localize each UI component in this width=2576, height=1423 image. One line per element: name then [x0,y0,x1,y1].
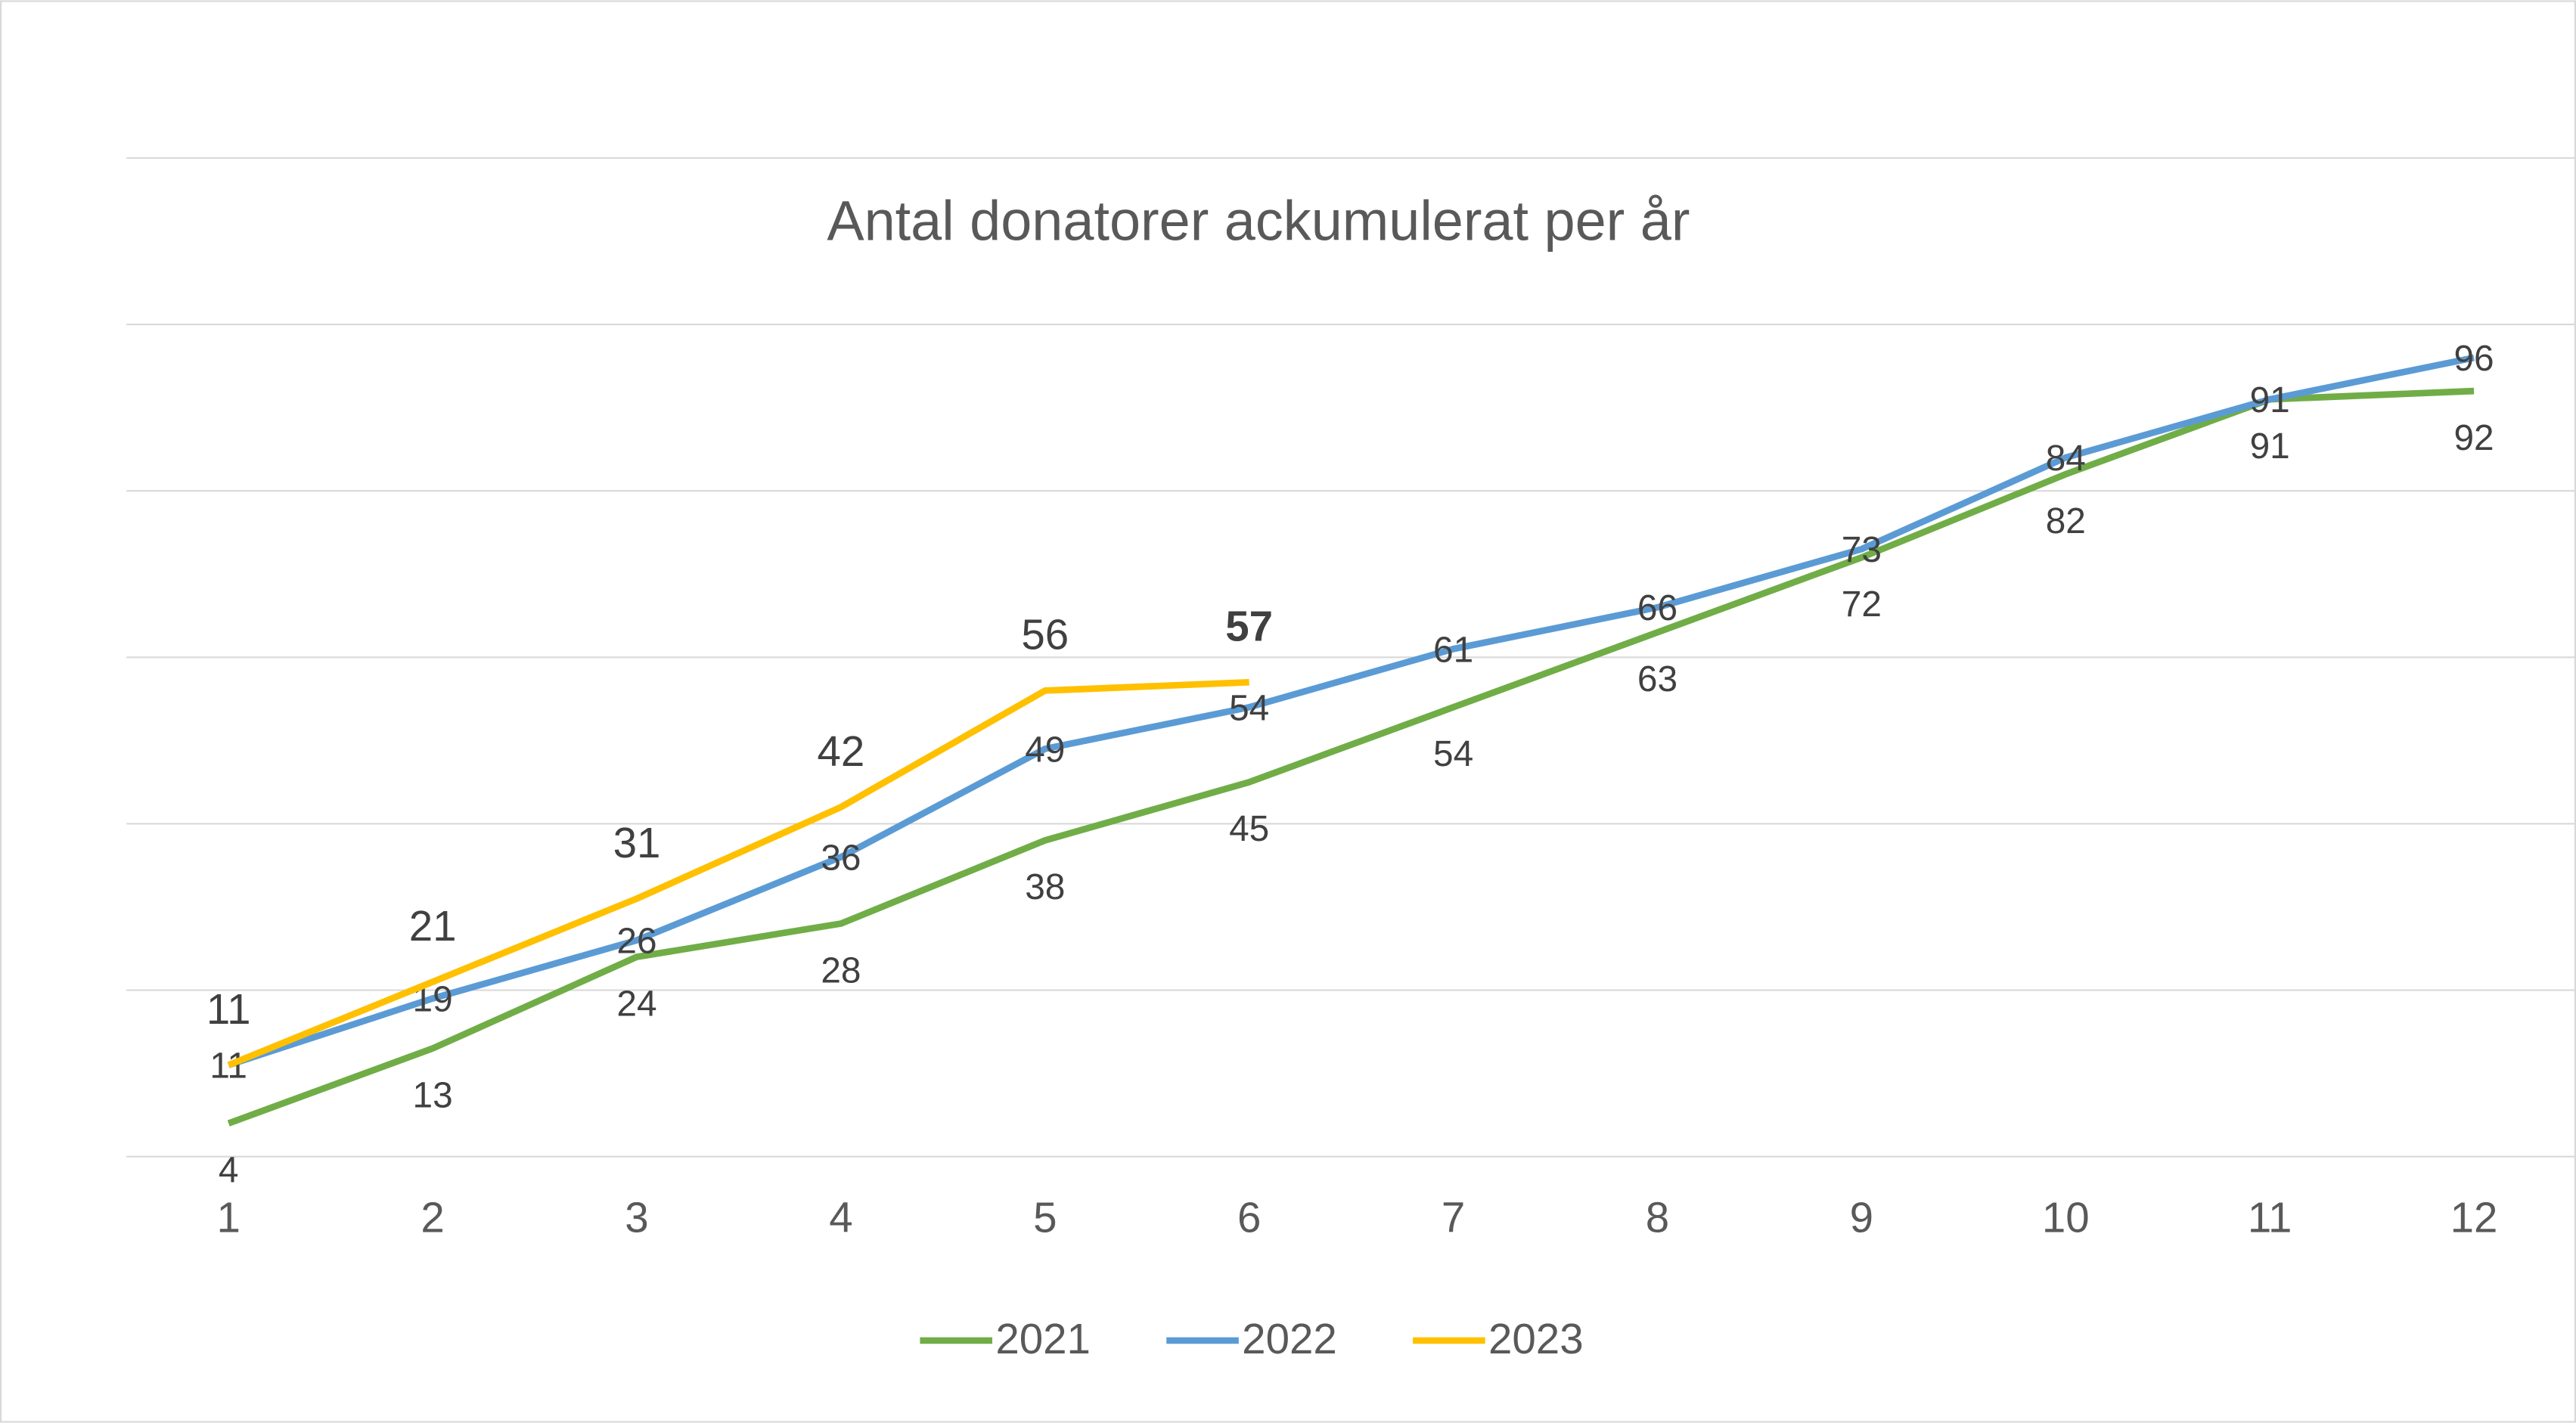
x-tick-label: 1 [217,1193,241,1241]
data-label: 57 [1225,603,1273,650]
data-label: 73 [1842,530,1882,570]
data-label: 45 [1229,809,1269,849]
data-label: 24 [616,984,656,1024]
data-label: 4 [219,1150,239,1190]
x-tick-label: 5 [1033,1193,1057,1241]
data-label: 42 [817,727,864,775]
data-label: 56 [1021,611,1069,659]
data-label: 72 [1842,584,1882,625]
series-line [227,678,1249,1068]
data-label: 92 [2453,418,2494,458]
x-tick-label: 7 [1442,1193,1465,1241]
x-tick-label: 10 [2042,1193,2090,1241]
x-tick-label: 6 [1237,1193,1261,1241]
data-label: 11 [206,985,251,1033]
x-tick-label: 4 [829,1193,852,1241]
data-label: 26 [616,921,656,961]
data-label: 54 [1433,734,1473,774]
data-label: 36 [821,838,861,878]
x-tick-label: 3 [625,1193,648,1241]
x-tick-label: 9 [1850,1193,1873,1241]
x-tick-label: 8 [1646,1193,1669,1241]
chart-title: Antal donatorer ackumulerat per år [827,190,1690,253]
x-tick-label: 12 [2450,1193,2498,1241]
x-tick-label: 11 [2248,1193,2292,1241]
data-label: 91 [2250,426,2290,467]
data-label: 28 [821,950,861,991]
series-line [227,354,2475,1068]
data-label: 61 [1433,630,1473,670]
data-label: 63 [1637,659,1678,699]
data-label: 54 [1229,688,1269,728]
data-label: 84 [2046,439,2086,479]
data-label: 21 [409,902,457,950]
x-tick-label: 2 [421,1193,444,1241]
data-label: 31 [613,819,661,867]
legend-label: 2022 [1242,1315,1337,1363]
data-label: 91 [2250,380,2290,420]
legend-label: 2023 [1488,1315,1584,1363]
data-label: 96 [2453,339,2494,379]
legend-label: 2021 [995,1315,1091,1363]
data-label: 82 [2046,501,2086,541]
series-line [227,387,2475,1127]
data-label: 49 [1025,730,1065,770]
data-label: 38 [1025,867,1065,907]
data-label: 13 [413,1075,453,1115]
data-label: 11 [209,1046,247,1087]
data-label: 66 [1637,588,1678,628]
